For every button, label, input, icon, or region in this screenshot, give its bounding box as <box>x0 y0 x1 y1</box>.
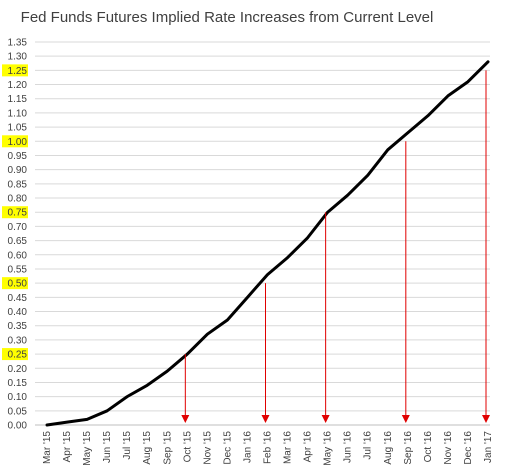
ytick-label: 0.75 <box>8 208 28 219</box>
xtick-label: Sep '16 <box>403 431 414 465</box>
xtick-label: Dec '16 <box>463 431 474 465</box>
ytick-highlight <box>2 277 28 290</box>
xtick-label: Apr '16 <box>303 431 314 463</box>
ytick-label: 0.20 <box>8 364 28 375</box>
xtick-label: May '15 <box>82 431 93 466</box>
marker-arrowhead <box>321 415 330 423</box>
ytick-highlight <box>2 348 28 361</box>
ytick-label: 1.25 <box>8 66 28 77</box>
ytick-label: 0.65 <box>8 236 28 247</box>
xtick-label: Nov '16 <box>443 431 454 465</box>
xtick-label: Oct '15 <box>182 431 193 463</box>
ytick-label: 0.55 <box>8 264 28 275</box>
x-axis-ticks: Mar '15 Apr '15 May '15 Jun '15 Jul '15 Aug '… <box>42 431 494 466</box>
y-axis-ticks: 0.00 0.05 0.10 0.15 0.20 0.25 0.30 0.35 0.40 0.45… <box>8 38 28 432</box>
ytick-highlight <box>2 135 28 148</box>
series-line <box>45 60 490 427</box>
xtick-label: Mar '15 <box>42 431 53 464</box>
series-layer <box>45 60 490 427</box>
ytick-label: 0.05 <box>8 406 28 417</box>
marker-arrowhead <box>482 415 490 423</box>
marker-arrowhead <box>261 415 270 423</box>
ytick-label: 1.05 <box>8 123 28 134</box>
marker-arrowhead <box>401 415 410 423</box>
ytick-label: 0.60 <box>8 250 28 261</box>
xtick-label: Dec '15 <box>222 431 233 465</box>
ytick-label: 0.30 <box>8 335 28 346</box>
xtick-label: Apr '15 <box>62 431 73 463</box>
ytick-label: 1.35 <box>8 38 28 49</box>
ytick-label: 1.15 <box>8 94 28 105</box>
xtick-label: Feb '16 <box>263 431 274 464</box>
ytick-label: 1.30 <box>8 52 28 63</box>
ytick-label: 0.25 <box>8 350 28 361</box>
ytick-label: 0.70 <box>8 222 28 233</box>
ytick-label: 0.15 <box>8 378 28 389</box>
xtick-label: Oct '16 <box>423 431 434 463</box>
ytick-label: 1.10 <box>8 108 28 119</box>
xtick-label: Jun '16 <box>343 431 354 463</box>
xtick-label: Jan '17 <box>483 431 494 463</box>
ytick-label: 0.10 <box>8 392 28 403</box>
ytick-label: 0.80 <box>8 194 28 205</box>
xtick-label: Nov '15 <box>202 431 213 465</box>
ytick-label: 0.50 <box>8 279 28 290</box>
ytick-label: 0.00 <box>8 421 28 432</box>
xtick-label: Mar '16 <box>283 431 294 464</box>
xtick-label: Jul '16 <box>363 431 374 460</box>
ytick-label: 0.45 <box>8 293 28 304</box>
ytick-label: 0.35 <box>8 321 28 332</box>
chart-title: Fed Funds Futures Implied Rate Increases… <box>21 9 434 26</box>
ytick-label: 0.90 <box>8 165 28 176</box>
xtick-label: Sep '15 <box>162 431 173 465</box>
ytick-highlight <box>2 206 28 219</box>
xtick-label: Aug '15 <box>142 431 153 465</box>
ytick-highlight <box>2 64 28 77</box>
gridlines <box>35 41 490 412</box>
ytick-highlights <box>2 64 28 361</box>
ytick-label: 1.00 <box>8 137 28 148</box>
marker-arrowhead <box>181 415 190 423</box>
marker-arrows <box>181 70 490 423</box>
xtick-label: May '16 <box>323 431 334 466</box>
ytick-label: 0.40 <box>8 307 28 318</box>
xtick-label: Aug '16 <box>383 431 394 465</box>
xtick-label: Jan '16 <box>242 431 253 463</box>
xtick-label: Jul '15 <box>122 431 133 460</box>
xtick-label: Jun '15 <box>102 431 113 463</box>
ytick-label: 1.20 <box>8 80 28 91</box>
ytick-label: 0.95 <box>8 151 28 162</box>
ytick-label: 0.85 <box>8 179 28 190</box>
